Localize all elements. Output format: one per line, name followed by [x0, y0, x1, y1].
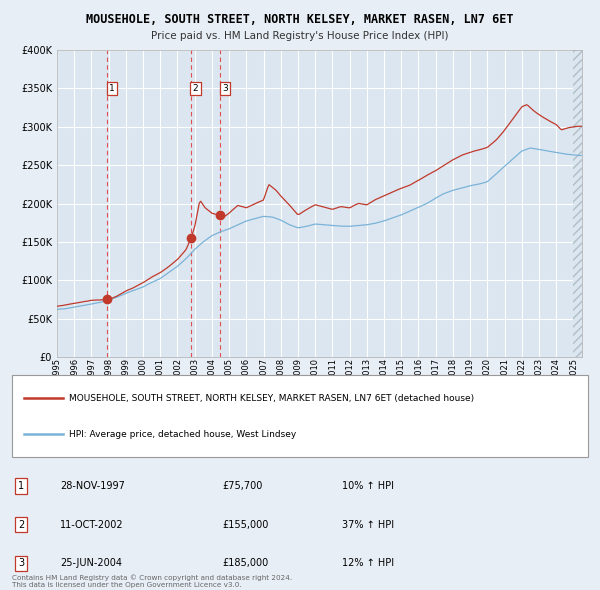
Text: 3: 3: [222, 84, 227, 93]
Text: HPI: Average price, detached house, West Lindsey: HPI: Average price, detached house, West…: [69, 430, 296, 439]
Text: 28-NOV-1997: 28-NOV-1997: [60, 481, 125, 491]
Text: £75,700: £75,700: [222, 481, 262, 491]
Text: MOUSEHOLE, SOUTH STREET, NORTH KELSEY, MARKET RASEN, LN7 6ET: MOUSEHOLE, SOUTH STREET, NORTH KELSEY, M…: [86, 13, 514, 26]
Bar: [574, 50, 582, 357]
Text: £185,000: £185,000: [222, 559, 268, 568]
Text: 10% ↑ HPI: 10% ↑ HPI: [342, 481, 394, 491]
Text: Price paid vs. HM Land Registry's House Price Index (HPI): Price paid vs. HM Land Registry's House …: [151, 31, 449, 41]
FancyBboxPatch shape: [12, 375, 588, 457]
Text: Contains HM Land Registry data © Crown copyright and database right 2024.
This d: Contains HM Land Registry data © Crown c…: [12, 574, 292, 588]
Text: 1: 1: [109, 84, 115, 93]
Text: 2: 2: [193, 84, 198, 93]
Text: 25-JUN-2004: 25-JUN-2004: [60, 559, 122, 568]
Text: 37% ↑ HPI: 37% ↑ HPI: [342, 520, 394, 530]
Text: 1: 1: [18, 481, 24, 491]
Text: £155,000: £155,000: [222, 520, 268, 530]
Text: 3: 3: [18, 559, 24, 568]
Text: 2: 2: [18, 520, 24, 530]
Text: 11-OCT-2002: 11-OCT-2002: [60, 520, 124, 530]
Text: MOUSEHOLE, SOUTH STREET, NORTH KELSEY, MARKET RASEN, LN7 6ET (detached house): MOUSEHOLE, SOUTH STREET, NORTH KELSEY, M…: [69, 394, 474, 403]
Text: 12% ↑ HPI: 12% ↑ HPI: [342, 559, 394, 568]
